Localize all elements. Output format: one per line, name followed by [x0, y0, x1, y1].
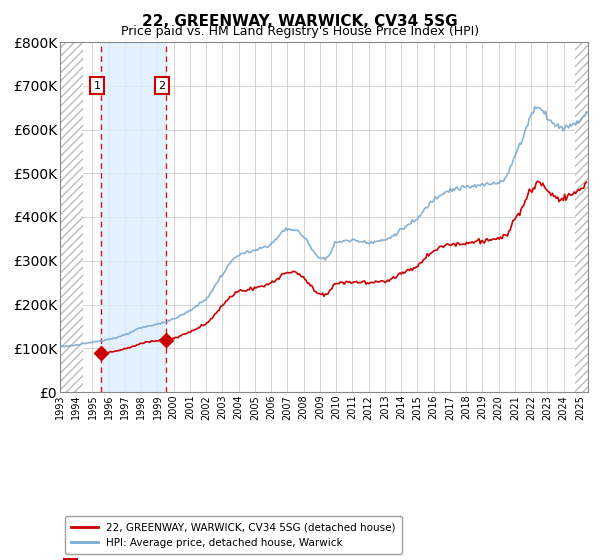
Text: 2: 2 [158, 81, 166, 91]
Text: 22, GREENWAY, WARWICK, CV34 5SG: 22, GREENWAY, WARWICK, CV34 5SG [142, 14, 458, 29]
Bar [60, 42, 83, 392]
Bar [575, 42, 588, 392]
Legend: 22, GREENWAY, WARWICK, CV34 5SG (detached house), HPI: Average price, detached h: 22, GREENWAY, WARWICK, CV34 5SG (detache… [65, 516, 401, 554]
Text: 1: 1 [94, 81, 101, 91]
Bar [100, 42, 167, 392]
Text: Price paid vs. HM Land Registry's House Price Index (HPI): Price paid vs. HM Land Registry's House … [121, 25, 479, 38]
